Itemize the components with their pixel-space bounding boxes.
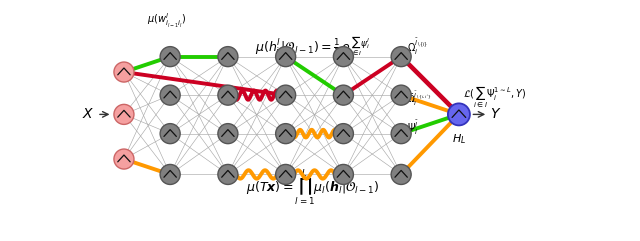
Text: $\Omega_i^{\bar{l}_{\setminus\{i\}}}$: $\Omega_i^{\bar{l}_{\setminus\{i\}}}$ — [407, 37, 429, 57]
Text: $Y$: $Y$ — [490, 107, 502, 121]
Circle shape — [218, 85, 238, 105]
Circle shape — [218, 47, 238, 67]
Text: $\Psi_i^{\bar{l}}$: $\Psi_i^{\bar{l}}$ — [407, 118, 420, 137]
Text: $\mu(T\boldsymbol{x}) = \prod_{l=1}^{L}\mu_l(\boldsymbol{h}_l|\mathcal{O}_{l-1}): $\mu(T\boldsymbol{x}) = \prod_{l=1}^{L}\… — [246, 168, 380, 208]
Circle shape — [448, 103, 470, 125]
Circle shape — [276, 164, 296, 184]
Circle shape — [160, 85, 180, 105]
Circle shape — [114, 149, 134, 169]
Circle shape — [276, 85, 296, 105]
Circle shape — [160, 164, 180, 184]
Text: $X$: $X$ — [83, 107, 95, 121]
Circle shape — [218, 164, 238, 184]
Circle shape — [218, 124, 238, 144]
Circle shape — [333, 85, 353, 105]
Text: $\mathcal{L}(\sum_{i\in I}\Psi_i^{1\sim L}, Y)$: $\mathcal{L}(\sum_{i\in I}\Psi_i^{1\sim … — [463, 85, 526, 110]
Circle shape — [391, 124, 411, 144]
Circle shape — [333, 164, 353, 184]
Circle shape — [276, 124, 296, 144]
Circle shape — [160, 47, 180, 67]
Circle shape — [333, 124, 353, 144]
Text: $\mu(w^l_{i_{l-1}i_l})$: $\mu(w^l_{i_{l-1}i_l})$ — [147, 12, 186, 30]
Circle shape — [114, 62, 134, 82]
Circle shape — [391, 164, 411, 184]
Text: $\bar{\Omega}_i^{\bar{l}_{\setminus\{i,i'\}}}$: $\bar{\Omega}_i^{\bar{l}_{\setminus\{i,i… — [407, 90, 432, 108]
Text: $H_L$: $H_L$ — [452, 132, 466, 146]
Circle shape — [391, 47, 411, 67]
Circle shape — [276, 47, 296, 67]
Circle shape — [160, 124, 180, 144]
Circle shape — [391, 85, 411, 105]
Text: $\mu(h^l_{i_l}|\mathcal{O}_{l-1}) = \frac{1}{Z}e^{\sum_{i\in I}\psi^l_i}$: $\mu(h^l_{i_l}|\mathcal{O}_{l-1}) = \fra… — [255, 36, 371, 59]
Circle shape — [333, 47, 353, 67]
Circle shape — [114, 104, 134, 124]
